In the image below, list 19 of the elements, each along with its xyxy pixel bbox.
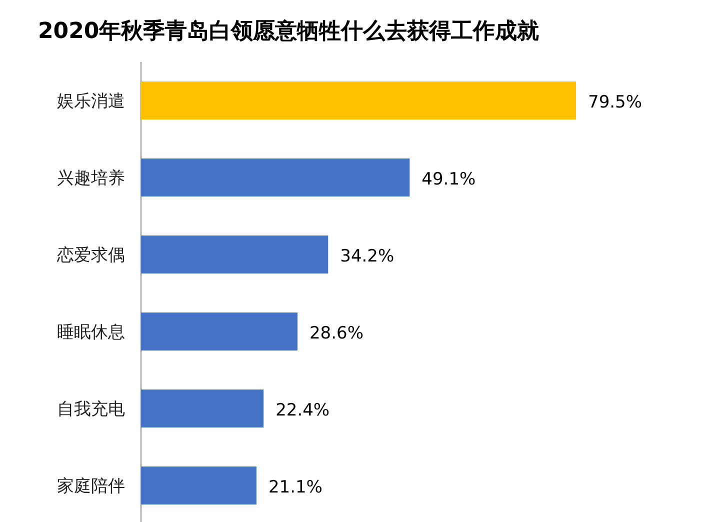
bar: [141, 158, 410, 196]
y-tick-label: 自我充电: [57, 400, 125, 420]
bar: [141, 466, 256, 504]
bar: [141, 390, 264, 428]
bar: [141, 236, 328, 274]
data-label: 79.5%: [588, 92, 642, 112]
data-label: 21.1%: [268, 478, 322, 498]
bar: [141, 312, 298, 350]
y-tick-label: 恋爱求偶: [56, 246, 125, 266]
y-tick-label: 家庭陪伴: [57, 476, 125, 496]
bar: [141, 82, 576, 120]
chart-title: 2020年秋季青岛白领愿意牺牲什么去获得工作成就: [38, 19, 540, 44]
data-label: 34.2%: [340, 246, 394, 266]
y-tick-label: 睡眠休息: [57, 322, 125, 342]
y-tick-label: 兴趣培养: [57, 168, 125, 188]
y-tick-label: 娱乐消遣: [57, 92, 125, 112]
data-label: 49.1%: [422, 170, 476, 190]
data-label: 28.6%: [309, 324, 364, 344]
data-label: 22.4%: [276, 400, 330, 420]
